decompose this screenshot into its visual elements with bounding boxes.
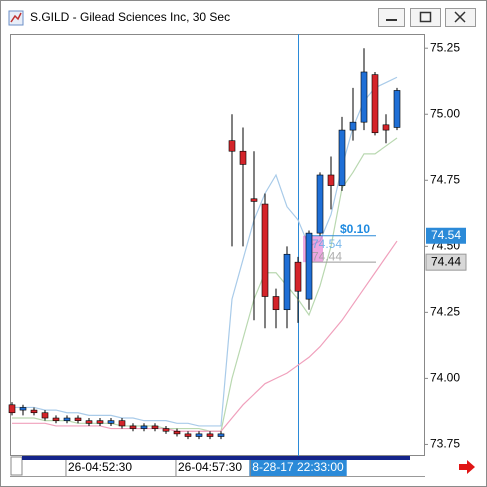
measure-low-label: 74.44 <box>312 249 342 263</box>
candle-body <box>360 71 368 123</box>
candle-body <box>118 420 126 427</box>
candle-body <box>338 129 346 186</box>
y-tick-label: 73.75 <box>430 437 460 451</box>
candle-body <box>129 425 137 429</box>
candle-body <box>151 425 159 429</box>
candle-body <box>393 90 401 128</box>
candle-body <box>305 232 313 300</box>
y-tick-label: 75.00 <box>430 106 460 120</box>
candle-body <box>74 417 82 421</box>
ma-line <box>12 137 398 432</box>
x-tick-label: 26-04:52:30 <box>68 460 132 474</box>
candle-body <box>206 433 214 437</box>
candle-body <box>162 428 170 432</box>
window-buttons <box>378 8 476 27</box>
measure-label: $0.10 <box>340 222 370 236</box>
candle-body <box>283 253 291 311</box>
candle-body <box>63 417 71 421</box>
y-tick-label: 74.25 <box>430 305 460 319</box>
candle-body <box>195 433 203 437</box>
ma-line <box>12 240 398 432</box>
scroll-bar[interactable] <box>22 456 410 460</box>
candle-body <box>107 420 115 424</box>
candle-body <box>272 296 280 311</box>
candle-body <box>8 404 16 414</box>
candle-body <box>294 261 302 292</box>
candle-body <box>96 420 104 424</box>
candle-body <box>327 174 335 186</box>
candle-body <box>52 417 60 421</box>
y-tick-label: 74.75 <box>430 172 460 186</box>
candle-body <box>250 198 258 202</box>
price-marker-low-label: 74.44 <box>431 254 461 268</box>
x-tick-label: 8-28-17 22:33:00 <box>252 460 344 474</box>
plot-area <box>10 34 425 456</box>
candle-body <box>239 150 247 165</box>
candle-body <box>41 412 49 419</box>
candle-body <box>217 433 225 437</box>
close-glyph <box>454 11 466 23</box>
scroll-right-arrow[interactable] <box>459 460 475 474</box>
maximize-glyph <box>419 11 432 23</box>
window-title: S.GILD - Gilead Sciences Inc, 30 Sec <box>30 10 230 24</box>
minimize-button[interactable] <box>378 8 405 27</box>
y-tick-label: 74.00 <box>430 371 460 385</box>
x-tick-label: 26-04:57:30 <box>178 460 242 474</box>
candle-body <box>316 174 324 234</box>
candle-body <box>19 407 27 411</box>
candle-body <box>85 420 93 424</box>
candle-body <box>173 430 181 435</box>
candle-body <box>349 121 357 131</box>
candle-body <box>184 433 192 437</box>
price-marker-low <box>425 253 467 271</box>
candle-body <box>228 140 236 152</box>
crosshair-time-box <box>249 460 347 476</box>
y-tick-label: 75.25 <box>430 40 460 54</box>
measure-high-label: 74.54 <box>312 237 342 251</box>
price-marker-high-label: 74.54 <box>431 228 461 242</box>
price-marker-high <box>426 227 466 244</box>
candle-body <box>30 409 38 414</box>
candle-body <box>261 203 269 297</box>
candle-body <box>382 124 390 131</box>
ma-line <box>12 76 398 427</box>
scroll-box[interactable] <box>10 456 23 476</box>
app-icon-glyph <box>10 12 22 23</box>
maximize-button[interactable] <box>410 8 441 27</box>
candle-body <box>371 74 379 134</box>
candle-body <box>140 425 148 429</box>
